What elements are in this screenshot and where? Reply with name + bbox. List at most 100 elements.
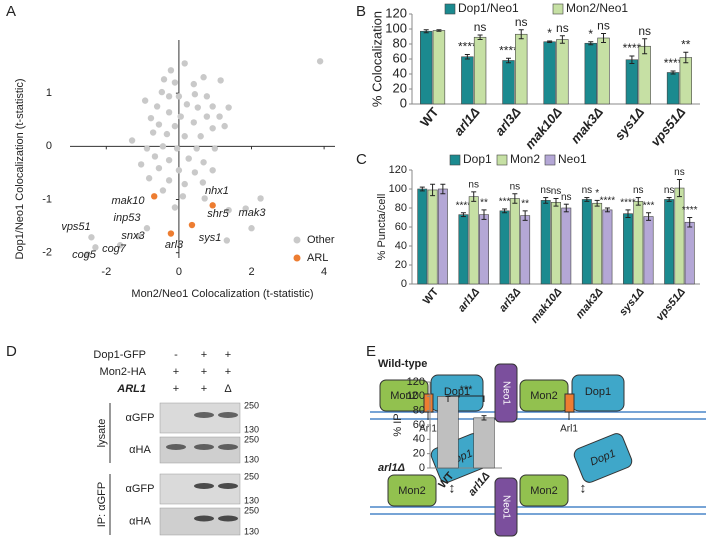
significance-label: **** [682, 205, 698, 216]
point [163, 130, 171, 138]
point [158, 88, 166, 96]
bar [540, 200, 551, 285]
point [185, 155, 192, 162]
blot-image [159, 402, 241, 434]
point-annotation: cog7 [102, 243, 127, 255]
bar [561, 207, 572, 285]
bar [499, 210, 510, 285]
significance-label: *** [499, 197, 511, 208]
dop1-shape [571, 374, 625, 412]
point [153, 103, 161, 110]
node-label: Mon2 [530, 485, 558, 497]
point [197, 133, 204, 140]
point [203, 113, 211, 120]
bar [597, 37, 610, 105]
point [135, 233, 142, 240]
point [200, 74, 207, 81]
y-tick-label: 20 [393, 80, 407, 95]
bar [666, 72, 680, 105]
blot-image [159, 473, 241, 505]
row-label: Dop1-GFP [93, 349, 146, 361]
significance-label: ns [582, 185, 593, 196]
point-annotation: arl3 [165, 239, 184, 251]
legend-swatch [496, 154, 508, 166]
point [221, 122, 228, 130]
point [194, 104, 201, 111]
node-label: Dop1 [585, 386, 611, 398]
point [171, 122, 179, 130]
legend-label: Dop1/Neo1 [458, 1, 519, 15]
node-label: Arl1 [419, 424, 437, 435]
legend-label: Other [307, 234, 335, 246]
y-tick-label: 40 [395, 240, 407, 252]
point [209, 125, 216, 132]
point-annotation: cog5 [72, 249, 97, 261]
point [173, 145, 181, 152]
arrow: ↕ [449, 480, 456, 496]
point [248, 225, 255, 232]
blot-band [166, 444, 186, 450]
legend-label: Dop1 [463, 152, 492, 166]
legend-label: Mon2/Neo1 [566, 1, 628, 15]
point [179, 193, 187, 200]
lane-sign: - [174, 349, 178, 361]
point [209, 103, 216, 110]
bar [473, 36, 487, 105]
blot-band [218, 412, 238, 418]
point [167, 67, 175, 74]
significance-label: ** [521, 198, 529, 209]
bar [679, 57, 692, 105]
point [188, 221, 196, 229]
x-tick-label: 2 [248, 266, 254, 278]
point [191, 169, 199, 176]
point [165, 156, 173, 164]
legend-swatch [293, 254, 301, 262]
point [190, 80, 197, 88]
y-tick-label: 60 [393, 50, 407, 65]
point [155, 164, 163, 172]
bar [437, 188, 448, 285]
significance-label: *** [643, 200, 655, 211]
panel-label: B [356, 3, 366, 20]
group-label: lysate [96, 419, 108, 448]
significance-label: ns [468, 179, 479, 190]
bar [643, 216, 654, 285]
significance-label: ** [681, 37, 691, 51]
panel-label: C [356, 151, 367, 168]
node-label: Mon2 [398, 485, 426, 497]
point [165, 93, 173, 100]
point [199, 179, 207, 186]
x-tick-label: WT [421, 286, 441, 307]
point [316, 58, 324, 65]
y-tick-label: 20 [395, 259, 407, 271]
node-label: Neo1 [500, 381, 511, 405]
point [201, 195, 208, 202]
panel-label: E [366, 343, 376, 360]
arl1-shape [564, 393, 575, 413]
group-label: IP: αGFP [96, 482, 108, 527]
node-label: Dop1 [444, 386, 470, 398]
lane-sign: Δ [224, 383, 232, 395]
bar [623, 213, 633, 285]
bar [427, 189, 438, 285]
point [116, 242, 124, 249]
y-tick-label: 40 [413, 433, 425, 445]
point [181, 180, 188, 188]
lane-sign: + [201, 383, 207, 395]
bar [502, 60, 515, 105]
mon2-shape [387, 474, 437, 507]
y-axis-label: % Colocalization [369, 11, 384, 107]
y-tick-label: 0 [46, 140, 52, 152]
point [128, 137, 136, 144]
point [217, 77, 224, 84]
significance-label: * [588, 27, 593, 41]
neo1-shape [494, 477, 518, 537]
blot-image [159, 436, 241, 464]
point [165, 177, 173, 184]
point [149, 129, 157, 136]
lane-sign: + [173, 383, 179, 395]
node-label: Arl1 [560, 424, 578, 435]
row-label: Mon2-HA [100, 366, 147, 378]
point [151, 193, 158, 200]
point [242, 205, 249, 212]
